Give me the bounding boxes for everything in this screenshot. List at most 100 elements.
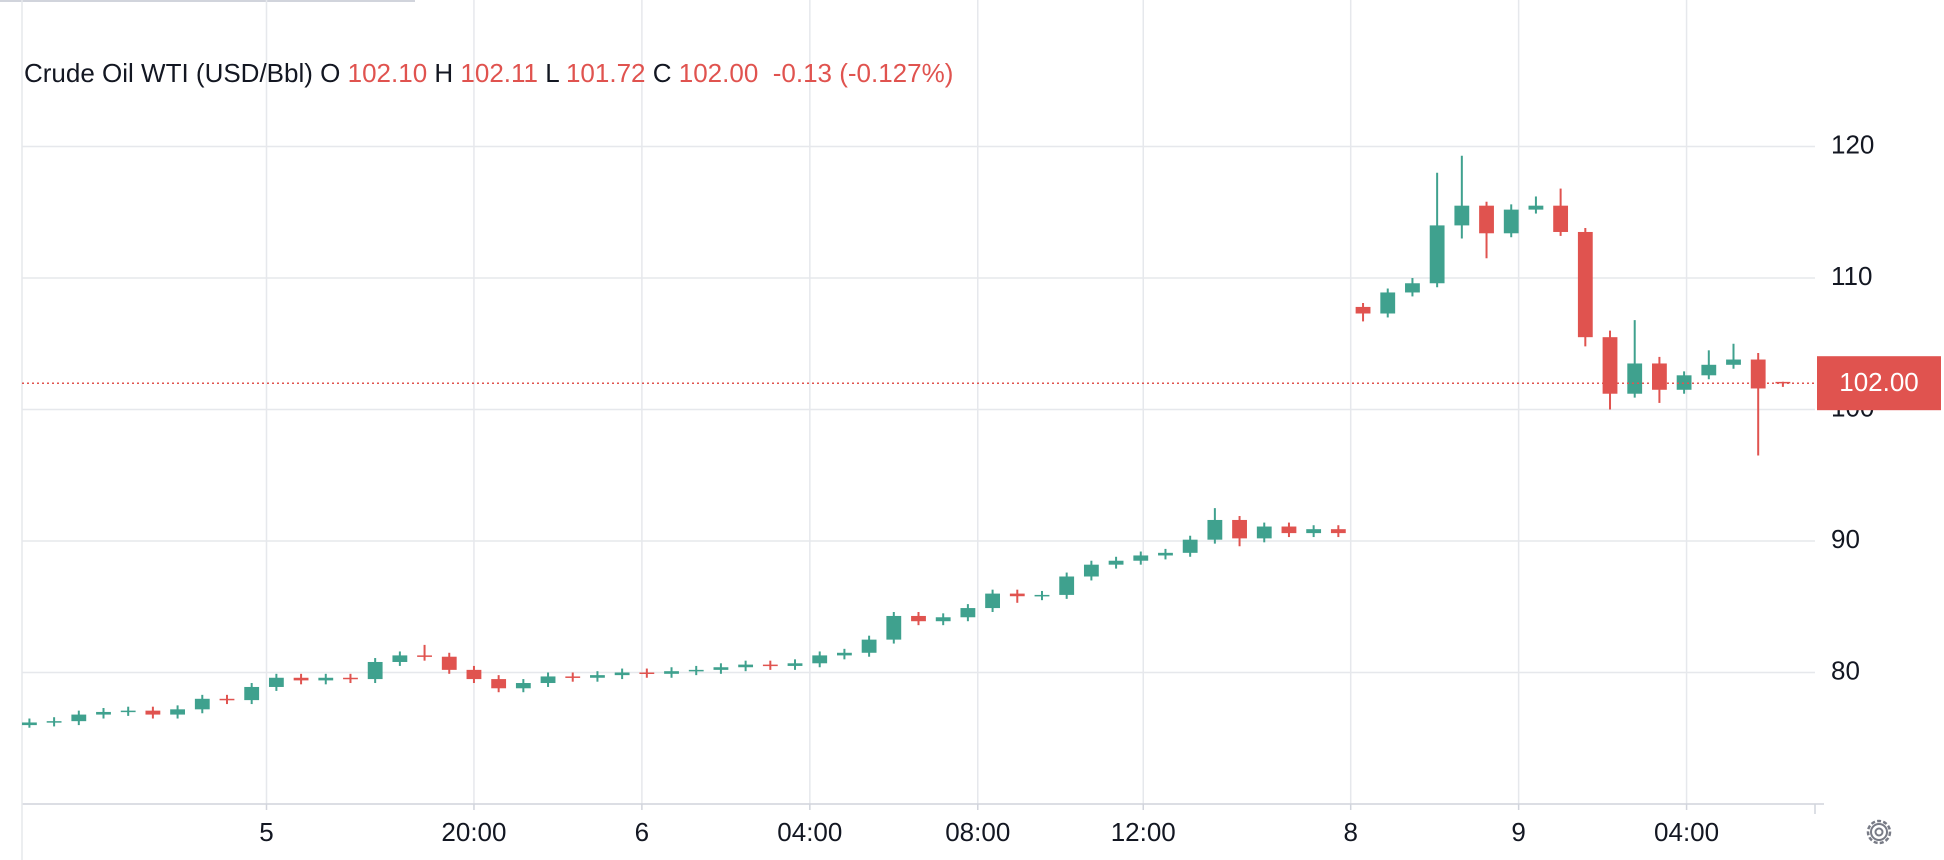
candle-body (1034, 594, 1050, 597)
candle-body (960, 608, 976, 618)
candle-body (1355, 306, 1371, 314)
candle-body (268, 677, 284, 687)
candle-body (367, 661, 383, 680)
close-value: 102.00 (678, 58, 759, 88)
candle-body (466, 669, 482, 680)
candle-body (1429, 225, 1445, 284)
candle-body (96, 711, 111, 715)
candle-body (219, 698, 235, 701)
candle-body (590, 675, 605, 678)
y-tick-label: 80 (1831, 655, 1860, 685)
candle-body (1726, 359, 1741, 365)
candle-body (614, 672, 630, 676)
candle-body (46, 721, 62, 723)
candle-body (738, 664, 754, 668)
x-tick-label: 8 (1343, 817, 1357, 847)
candle-body (417, 655, 432, 657)
grid (22, 0, 1815, 804)
change-value: -0.13 (-0.127%) (772, 58, 954, 88)
candle-body (1454, 205, 1470, 226)
candle-body (1528, 205, 1544, 210)
y-tick-label: 120 (1831, 129, 1874, 159)
candle-body (911, 615, 926, 622)
candle-body (812, 655, 828, 664)
candle-body (935, 617, 951, 622)
candle-body (1602, 337, 1618, 394)
candle-body (1009, 593, 1025, 597)
candle-body (244, 686, 260, 701)
candle-body (1182, 539, 1198, 553)
candle-body (1676, 375, 1692, 390)
candle-body (343, 677, 358, 680)
candle-body (1503, 209, 1519, 234)
last-price-tag (1817, 356, 1941, 411)
candle-body (441, 656, 457, 670)
open-value: 102.10 (347, 58, 428, 88)
candle-body (1059, 576, 1075, 595)
candle-body (1479, 205, 1494, 234)
x-tick-label: 5 (259, 817, 273, 847)
candle-body (71, 714, 87, 722)
candle-body (985, 593, 1000, 609)
candle-body (762, 664, 778, 667)
y-tick-label: 110 (1831, 261, 1872, 291)
candle-body (664, 671, 679, 674)
candle-body (1577, 231, 1593, 338)
y-tick-label: 90 (1831, 524, 1860, 554)
candle-body (639, 672, 655, 674)
ohlc-legend: Crude Oil WTI (USD/Bbl) O 102.10 H 102.1… (24, 58, 953, 89)
candle-body (1553, 205, 1569, 232)
high-key: H (434, 58, 454, 88)
candle-body (1256, 526, 1272, 539)
candle-body (22, 722, 37, 726)
symbol: Crude Oil WTI (USD/Bbl) (24, 58, 313, 88)
candle-body (540, 676, 556, 684)
candle-body (1207, 519, 1223, 540)
candle-body (1627, 363, 1643, 394)
candle-body (1652, 363, 1667, 390)
candle-body (1232, 519, 1247, 539)
x-tick-label: 08:00 (945, 817, 1010, 847)
candles (22, 155, 1791, 728)
candle-body (1083, 564, 1099, 577)
candle-body (392, 655, 408, 662)
settings-icon[interactable] (1866, 819, 1892, 845)
candle-body (861, 639, 877, 653)
candle-body (145, 710, 161, 715)
x-tick-label: 20:00 (441, 817, 506, 847)
candle-body (515, 683, 531, 689)
gear-teeth (1866, 819, 1892, 845)
candle-body (688, 669, 704, 672)
low-value: 101.72 (565, 58, 646, 88)
candle-body (170, 709, 185, 715)
gear-ring (1870, 823, 1888, 841)
candle-body (1750, 359, 1766, 389)
candle-body (1281, 526, 1297, 534)
x-tick-label: 9 (1511, 817, 1525, 847)
candle-body (837, 652, 852, 656)
candle-body (1330, 529, 1346, 534)
x-tick-label: 6 (635, 817, 649, 847)
candle-body (1380, 292, 1396, 314)
candle-body (120, 710, 136, 713)
candle-body (565, 676, 581, 678)
low-key: L (545, 58, 559, 88)
high-value: 102.11 (460, 58, 538, 88)
candle-body (1108, 560, 1124, 565)
candle-body (1158, 552, 1173, 556)
open-key: O (320, 58, 341, 88)
close-key: C (652, 58, 672, 88)
candle-body (293, 677, 309, 681)
candle-body (194, 698, 210, 710)
candle-body (318, 677, 334, 681)
candle-body (886, 615, 902, 640)
candle-body (787, 663, 803, 666)
gear-hub (1874, 827, 1884, 837)
candle-body (713, 667, 729, 670)
x-tick-label: 04:00 (1654, 817, 1719, 847)
x-tick-label: 12:00 (1111, 817, 1176, 847)
candle-body (1405, 283, 1420, 293)
x-tick-label: 04:00 (777, 817, 842, 847)
